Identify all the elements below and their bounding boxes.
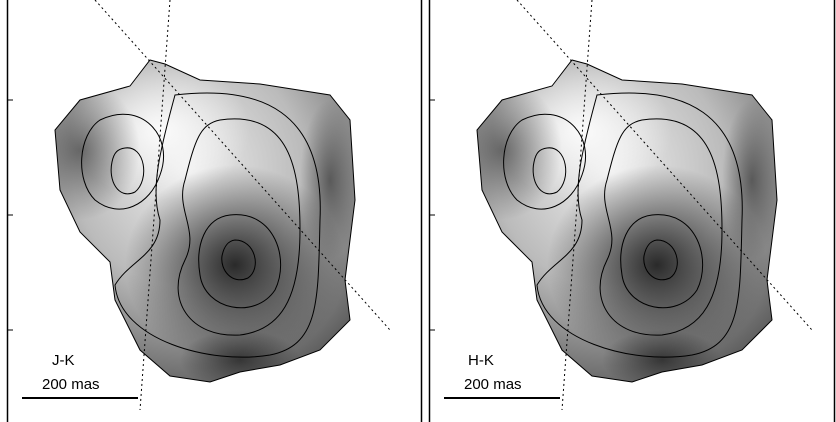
- panel-label: J-K: [52, 352, 75, 369]
- panel-left: J-K 200 mas: [6, 0, 423, 422]
- scale-label: 200 mas: [464, 376, 522, 393]
- panel-right: H-K 200 mas: [428, 0, 836, 422]
- panel-label: H-K: [468, 352, 494, 369]
- color-map: [20, 0, 390, 410]
- frame: [6, 0, 423, 422]
- frame: [428, 0, 836, 422]
- scale-label: 200 mas: [42, 376, 100, 393]
- color-map: [442, 0, 812, 410]
- frame-ticks: [7, 99, 13, 331]
- frame-ticks: [429, 99, 435, 331]
